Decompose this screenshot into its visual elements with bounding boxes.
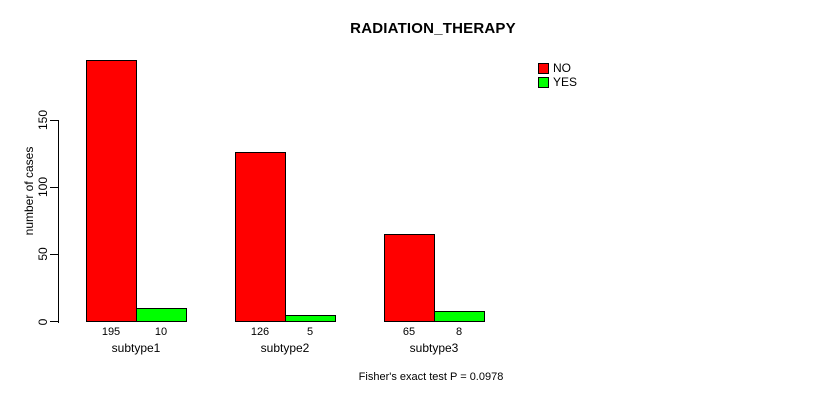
bar-value-label: 65	[402, 326, 416, 338]
fisher-exact-test-annotation: Fisher's exact test P = 0.0978	[358, 371, 504, 383]
category-label-subtype2: subtype2	[260, 341, 310, 355]
bar-yes-subtype1	[136, 308, 187, 323]
bar-yes-subtype3	[434, 310, 485, 323]
legend-swatch-no	[538, 63, 549, 75]
legend: NO YES	[538, 62, 577, 89]
y-axis-tick-label: 50	[36, 247, 50, 261]
bar-value-label: 126	[250, 326, 270, 338]
bar-no-subtype2	[235, 152, 286, 323]
legend-item-no: NO	[538, 62, 577, 76]
y-axis-tick	[50, 186, 58, 188]
legend-swatch-yes	[538, 76, 549, 88]
chart-title: RADIATION_THERAPY	[350, 20, 516, 37]
legend-item-yes: YES	[538, 74, 578, 90]
y-axis-tick	[50, 253, 58, 255]
bar-no-subtype3	[384, 234, 435, 323]
bar-no-subtype1	[86, 59, 137, 323]
bar-value-label: 5	[306, 326, 314, 338]
y-axis-tick-label: 150	[36, 109, 50, 131]
y-axis-tick-label: 100	[36, 177, 50, 198]
bar-yes-subtype2	[285, 314, 336, 323]
y-axis-tick-label: 0	[36, 318, 50, 325]
legend-label: YES	[553, 74, 578, 89]
legend-label: NO	[553, 61, 571, 76]
category-label-subtype1: subtype1	[111, 341, 161, 355]
y-axis-tick	[50, 119, 58, 121]
bar-value-label: 195	[101, 326, 121, 338]
bar-value-label: 10	[154, 326, 168, 338]
bar-value-label: 8	[455, 326, 463, 338]
category-label-subtype3: subtype3	[409, 341, 459, 355]
y-axis-line	[58, 120, 59, 323]
y-axis-tick	[50, 321, 58, 322]
